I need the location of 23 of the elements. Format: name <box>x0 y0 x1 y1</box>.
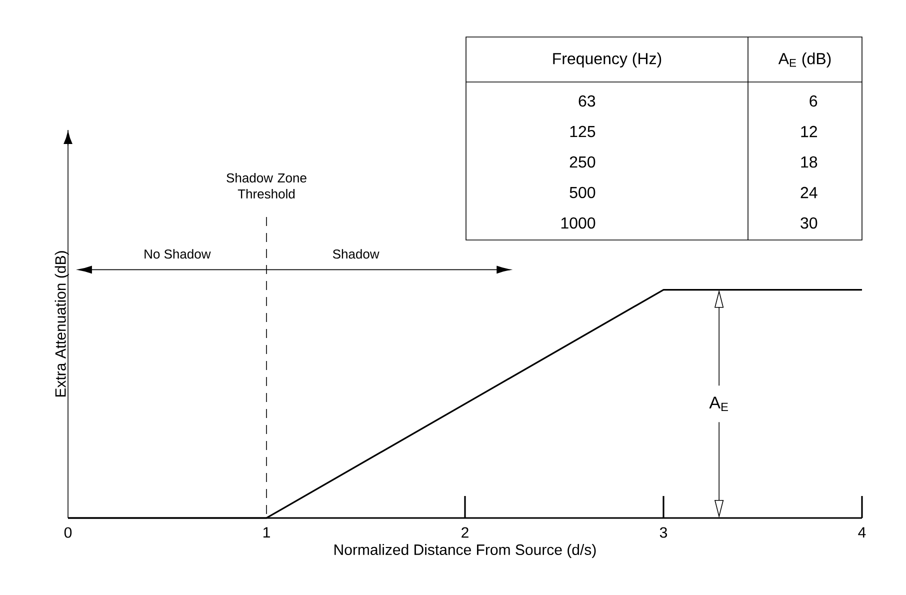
annotation: A$_{E}$ <box>709 396 728 412</box>
text: 24 <box>800 186 818 198</box>
text: Frequency (Hz) <box>553 52 662 68</box>
x-tick-label: 0 <box>64 527 72 538</box>
text: No Shadow <box>144 249 211 259</box>
text: 125 <box>570 126 596 138</box>
text: 1000 <box>561 217 596 229</box>
text: 30 <box>800 217 818 229</box>
x-tick-label: 4 <box>858 527 866 538</box>
x-tick-label: 2 <box>462 527 468 538</box>
text: 500 <box>570 186 596 198</box>
text: 6 <box>810 95 818 107</box>
ref-line-label: Shadow Zone Threshold <box>226 172 306 199</box>
x-tick-label: 1 <box>263 527 270 538</box>
text: 250 <box>570 156 596 168</box>
x-tick-label: 3 <box>660 527 668 538</box>
y-axis-title: Extra Attenuation (dB) <box>54 251 69 397</box>
x-axis-title: Normalized Distance From Source (d/s) <box>334 544 596 558</box>
text: 63 <box>578 95 596 107</box>
text: A$_{E}$ (dB) <box>778 52 831 68</box>
text: 18 <box>801 156 818 168</box>
text: Shadow <box>332 249 380 259</box>
text: 12 <box>801 126 817 138</box>
